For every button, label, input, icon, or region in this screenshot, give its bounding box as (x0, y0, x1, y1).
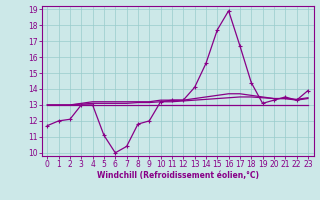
X-axis label: Windchill (Refroidissement éolien,°C): Windchill (Refroidissement éolien,°C) (97, 171, 259, 180)
